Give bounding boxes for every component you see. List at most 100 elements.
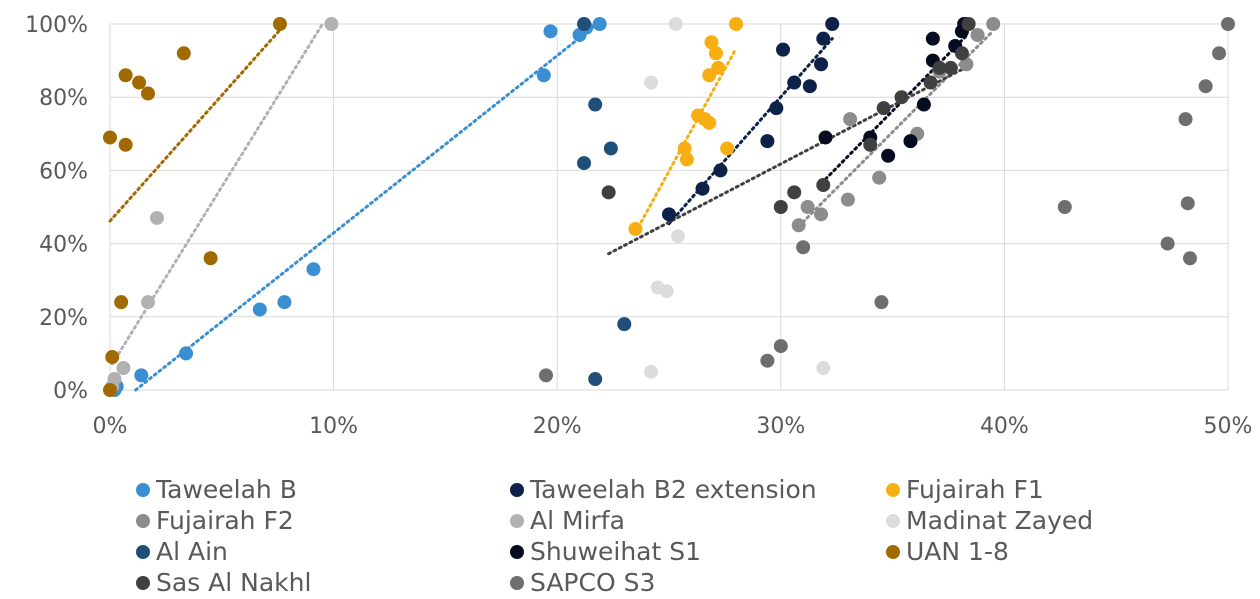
- data-point: [203, 251, 218, 266]
- data-point: [925, 31, 940, 46]
- legend-label: Fujairah F2: [156, 506, 294, 535]
- legend-marker: [886, 513, 900, 528]
- y-tick-label: 80%: [39, 86, 88, 111]
- data-point: [840, 192, 855, 207]
- data-point: [539, 368, 554, 383]
- data-point: [617, 317, 632, 332]
- legend-label: Taweelah B: [156, 475, 297, 504]
- legend-label: UAN 1-8: [906, 537, 1009, 566]
- trendline: [607, 64, 971, 256]
- data-point: [760, 353, 775, 368]
- data-point: [644, 75, 659, 90]
- data-point: [176, 46, 191, 61]
- data-point: [141, 86, 156, 101]
- legend-marker: [136, 575, 150, 590]
- legend-item: Madinat Zayed: [886, 505, 1093, 536]
- data-point: [800, 200, 815, 214]
- y-tick-label: 20%: [39, 306, 88, 331]
- legend-label: Sas Al Nakhl: [156, 568, 312, 597]
- data-point: [1212, 46, 1227, 61]
- y-tick-label: 40%: [39, 233, 88, 258]
- data-point: [662, 207, 676, 222]
- data-point: [277, 295, 292, 310]
- data-point: [592, 17, 607, 31]
- data-point: [791, 218, 806, 233]
- data-point: [306, 262, 321, 277]
- data-point: [711, 60, 726, 75]
- data-point: [659, 284, 674, 299]
- data-point: [577, 17, 592, 31]
- trendline: [110, 22, 324, 366]
- y-tick-label: 60%: [39, 159, 88, 184]
- legend-label: SAPCO S3: [530, 568, 656, 597]
- data-point: [863, 137, 878, 152]
- legend-marker: [136, 544, 150, 559]
- legend-marker: [136, 513, 150, 528]
- data-point: [773, 339, 788, 354]
- legend-label: Al Mirfa: [530, 506, 625, 535]
- data-point: [1221, 17, 1235, 31]
- data-point: [814, 57, 829, 72]
- trendline: [667, 37, 834, 226]
- data-point: [760, 134, 775, 149]
- data-point: [134, 368, 149, 383]
- data-point: [970, 27, 985, 42]
- data-point: [881, 148, 896, 163]
- legend-marker: [136, 482, 150, 497]
- data-point: [603, 141, 618, 156]
- data-point: [872, 170, 887, 185]
- data-point: [943, 60, 958, 75]
- legend-label: Al Ain: [156, 537, 228, 566]
- legend-item: Sas Al Nakhl: [136, 567, 311, 598]
- legend-marker: [510, 575, 524, 590]
- data-point: [668, 17, 683, 31]
- x-tick-label: 10%: [309, 414, 358, 439]
- data-point: [1182, 251, 1197, 266]
- legend-item: Al Mirfa: [510, 505, 625, 536]
- data-point: [986, 17, 1001, 31]
- data-point: [1180, 196, 1195, 211]
- data-point: [149, 210, 164, 225]
- x-tick-label: 40%: [980, 414, 1029, 439]
- data-point: [818, 130, 833, 145]
- data-point: [702, 115, 717, 130]
- legend-item: Fujairah F1: [886, 474, 1044, 505]
- chart-legend: Taweelah B Taweelah B2 extension Fujairah …: [0, 470, 1260, 599]
- data-point: [644, 364, 659, 379]
- data-point: [814, 207, 829, 222]
- data-point: [894, 90, 909, 105]
- legend-item: Fujairah F2: [136, 505, 294, 536]
- x-tick-label: 0%: [93, 414, 128, 439]
- legend-marker: [510, 482, 524, 497]
- legend-label: Shuweihat S1: [530, 537, 702, 566]
- legend-label: Fujairah F1: [906, 475, 1044, 504]
- data-point: [816, 178, 831, 193]
- data-point: [776, 42, 791, 57]
- x-tick-label: 30%: [756, 414, 805, 439]
- data-point: [802, 79, 817, 94]
- data-point: [773, 200, 788, 214]
- data-point: [536, 68, 551, 83]
- data-point: [959, 57, 974, 72]
- data-point: [677, 141, 692, 156]
- data-point: [132, 75, 147, 90]
- y-tick-label: 100%: [25, 13, 88, 38]
- x-tick-label: 50%: [1204, 414, 1253, 439]
- data-point: [708, 46, 723, 61]
- data-point: [118, 68, 133, 83]
- data-point: [118, 137, 133, 152]
- data-point: [825, 17, 840, 31]
- y-tick-label: 0%: [53, 379, 88, 404]
- data-point: [961, 17, 976, 31]
- data-point: [179, 346, 194, 361]
- legend-marker: [510, 513, 524, 528]
- data-point: [923, 75, 938, 90]
- data-point: [252, 302, 267, 317]
- legend-item: Taweelah B: [136, 474, 297, 505]
- legend-label: Madinat Zayed: [906, 506, 1094, 535]
- data-point: [816, 31, 831, 46]
- data-point: [729, 17, 744, 31]
- data-point: [324, 17, 339, 31]
- trendline: [108, 28, 282, 223]
- data-point: [1178, 112, 1193, 127]
